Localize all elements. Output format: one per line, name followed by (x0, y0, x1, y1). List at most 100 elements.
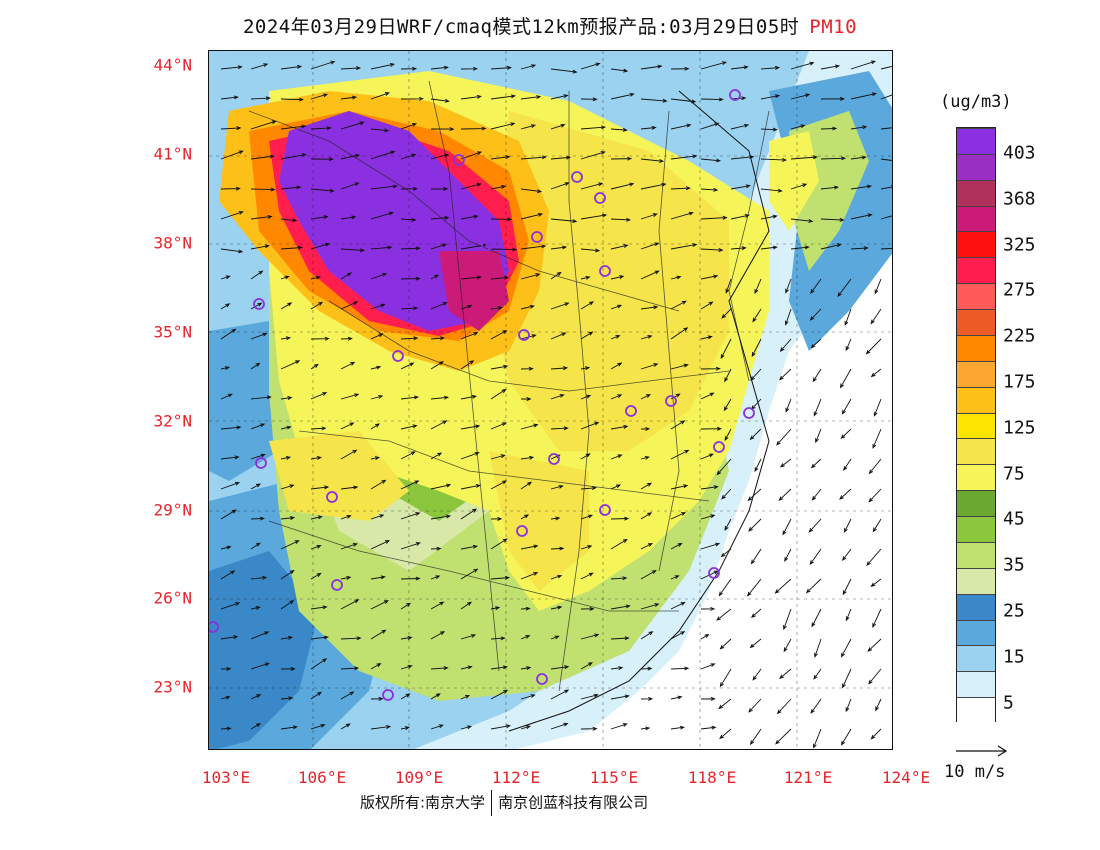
arrow-icon (400, 246, 421, 251)
arrow-icon (610, 217, 632, 222)
arrow-icon (310, 691, 323, 700)
arrow-icon (700, 366, 721, 371)
colorbar-label: 75 (1003, 463, 1025, 485)
arrow-icon (550, 366, 569, 371)
arrow-icon (610, 723, 628, 730)
arrow-icon (640, 666, 653, 671)
arrow-icon (400, 153, 417, 160)
arrow-icon (700, 514, 716, 520)
colorbar-label: 25 (1003, 600, 1025, 622)
arrow-icon (723, 398, 732, 412)
arrow-icon (520, 396, 532, 401)
arrow-icon (400, 726, 411, 731)
arrow-icon (250, 483, 261, 490)
lat-label-44: 44°N (153, 55, 192, 75)
title-text: 2024年03月29日WRF/cmaq模式12km预报产品:03月29日05时 (242, 16, 800, 38)
arrow-icon (310, 188, 335, 193)
arrow-icon (700, 485, 719, 490)
arrow-icon (220, 186, 241, 191)
arrow-icon (640, 726, 651, 731)
arrow-icon (550, 635, 560, 640)
arrow-icon (460, 126, 487, 131)
arrow-icon (400, 480, 420, 490)
arrow-icon (430, 243, 448, 250)
arrow-icon (640, 270, 660, 280)
colorbar-segment (957, 334, 995, 361)
arrow-icon (640, 213, 658, 220)
arrow-icon (370, 184, 398, 190)
colorbar-segment (957, 697, 995, 723)
arrow-icon (670, 449, 690, 460)
arrow-icon (310, 723, 326, 730)
arrow-icon (670, 66, 690, 71)
arrow-icon (430, 274, 440, 280)
arrow-icon (610, 576, 628, 581)
arrow-icon (813, 728, 822, 749)
arrow-icon (842, 668, 852, 689)
arrow-icon (813, 668, 822, 680)
arrow-icon (790, 93, 811, 100)
arrow-icon (670, 512, 687, 520)
arrow-icon (550, 546, 565, 551)
arrow-icon (749, 638, 762, 649)
arrow-icon (280, 569, 295, 580)
arrow-icon (430, 546, 442, 551)
arrow-icon (280, 696, 294, 701)
arrow-icon (725, 278, 732, 294)
arrow-icon (580, 213, 608, 220)
arrow-icon (220, 481, 241, 490)
arrow-icon (610, 636, 630, 641)
arrow-icon (730, 65, 749, 70)
arrow-icon (220, 126, 242, 131)
arrow-icon (370, 303, 386, 310)
arrow-icon (640, 542, 653, 550)
arrow-icon (700, 542, 721, 550)
arrow-icon (340, 575, 352, 580)
arrow-icon (400, 186, 419, 191)
arrow-icon (400, 217, 417, 222)
arrow-icon (700, 158, 722, 163)
arrow-icon (700, 248, 724, 252)
arrow-icon (460, 214, 479, 220)
arrow-icon (670, 186, 691, 191)
arrow-icon (610, 666, 624, 671)
arrow-icon (490, 65, 512, 70)
arrow-icon (550, 332, 567, 340)
arrow-icon (490, 606, 501, 611)
circle-icon (382, 689, 394, 701)
arrow-icon (730, 123, 750, 130)
arrow-icon (460, 94, 482, 100)
arrow-icon (280, 725, 298, 730)
arrow-icon (310, 605, 328, 610)
arrow-icon (550, 182, 570, 190)
arrow-icon (220, 726, 232, 731)
arrow-icon (810, 458, 822, 469)
arrow-icon (340, 215, 357, 220)
arrow-icon (220, 275, 231, 280)
arrow-icon (580, 125, 607, 130)
arrow-icon (640, 64, 663, 70)
arrow-icon (840, 728, 852, 746)
arrow-icon (580, 97, 598, 102)
arrow-icon (754, 458, 762, 473)
arrow-icon (730, 213, 750, 220)
legend-unit: (ug/m3) (940, 92, 1012, 112)
arrow-icon (370, 540, 391, 550)
arrow-icon (280, 153, 307, 160)
arrow-icon (310, 157, 334, 162)
arrow-icon (340, 393, 360, 400)
arrow-icon (850, 92, 878, 100)
arrow-icon (430, 483, 452, 490)
arrow-icon (430, 452, 443, 460)
arrow-icon (460, 601, 472, 610)
arrow-icon (340, 121, 365, 130)
arrow-icon (550, 94, 569, 100)
arrow-icon (870, 308, 882, 325)
arrow-icon (850, 155, 867, 160)
arrow-icon (880, 215, 892, 220)
arrow-icon (700, 392, 715, 400)
arrow-icon (814, 638, 822, 658)
arrow-icon (700, 301, 714, 310)
arrow-icon (778, 488, 792, 501)
arrow-icon (580, 572, 594, 580)
